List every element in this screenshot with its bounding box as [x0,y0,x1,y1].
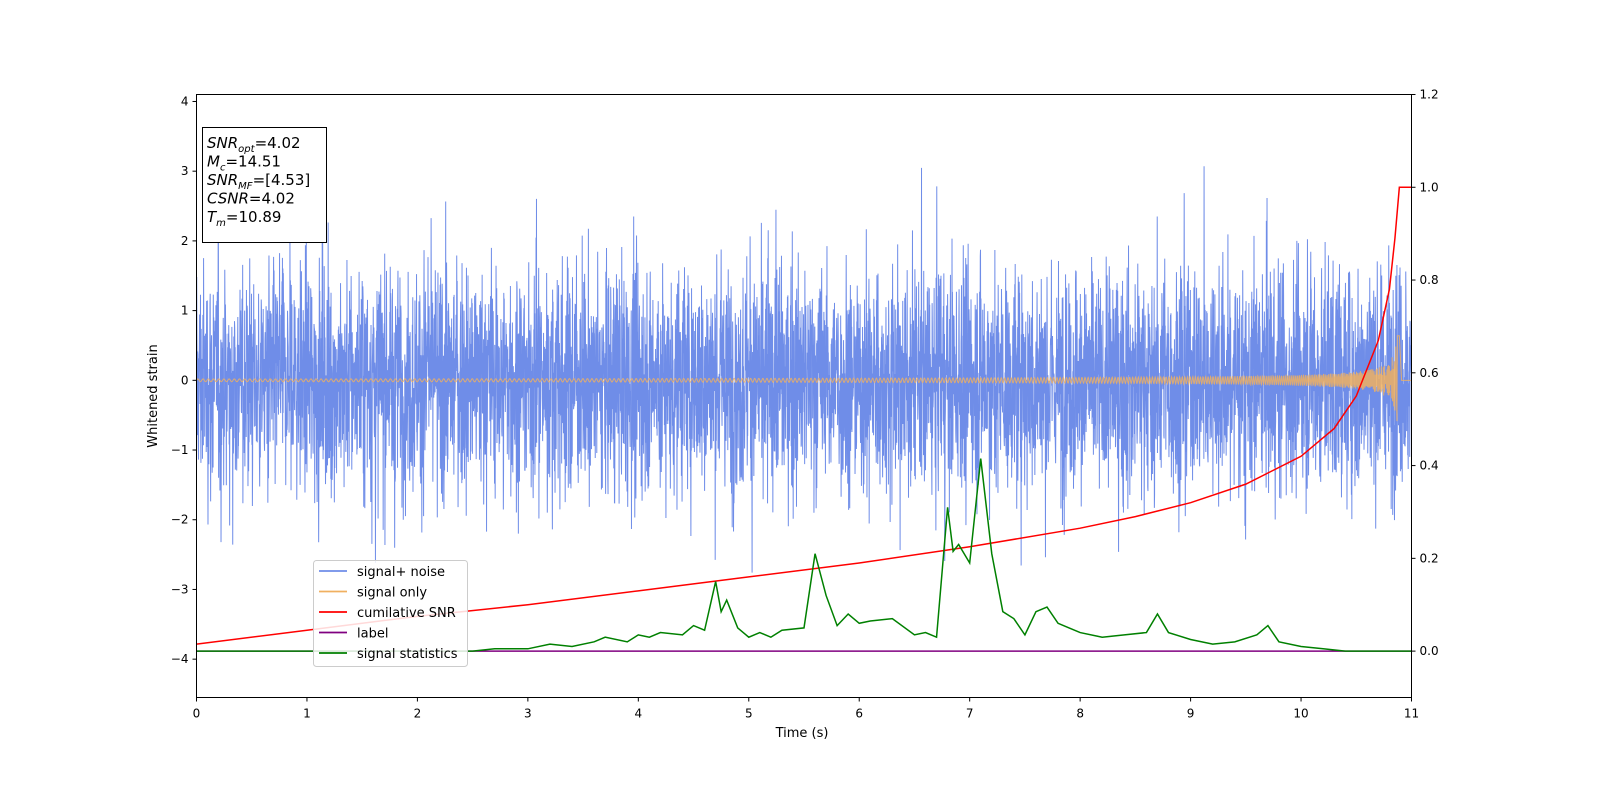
x-axis-label: Time (s) [775,726,829,741]
legend-label: label [357,627,388,642]
y-tick-label: 0 [181,373,189,387]
y-tick-label: −2 [171,513,189,527]
y-tick-label: 1 [181,304,189,318]
annotation-value: =10.89 [226,208,282,226]
annotation-line: SNRMF=[4.53] [207,171,310,192]
x-tick-label: 8 [1076,707,1084,721]
y2-tick-label: 0.2 [1420,551,1439,565]
annotation-subscript: opt [238,144,255,155]
series-signal-only-line [196,335,1412,422]
series-signal-noise-line [196,166,1412,573]
annotation-value: =14.51 [225,153,281,171]
y-tick-label: 4 [181,94,189,108]
annotation-variable: M [207,153,220,171]
annotation-variable: SNR [207,171,238,189]
legend-label: signal statistics [357,647,458,662]
annotation-variable: SNR [207,134,238,152]
y-tick-label: −1 [171,443,189,457]
annotation-variable: CSNR [207,190,249,208]
annotation-frame [202,127,327,243]
x-tick-label: 11 [1404,707,1419,721]
y-tick-label: 3 [181,164,189,178]
legend-frame [313,560,468,667]
x-tick-label: 1 [303,707,311,721]
annotation-line: Mc=14.51 [207,153,281,174]
x-tick-label: 10 [1293,707,1308,721]
y2-tick-label: 0.8 [1420,273,1439,287]
y-tick-label: −4 [171,652,189,666]
legend-label: signal+ noise [357,565,445,580]
annotation-value: =4.02 [255,134,301,152]
x-tick-label: 3 [524,707,532,721]
y2-tick-label: 0.0 [1420,644,1439,658]
series-signal-statistics-line [196,458,1412,652]
y2-tick-label: 1.2 [1420,88,1439,102]
annotation-line: CSNR=4.02 [207,190,295,208]
x-tick-label: 4 [634,707,642,721]
annotation-line: Tm=10.89 [207,208,281,229]
x-tick-label: 9 [1187,707,1195,721]
annotation-value: =[4.53] [253,171,311,189]
annotation-value: =4.02 [249,190,295,208]
y-tick-label: 2 [181,234,189,248]
legend-label: cumilative SNR [357,606,456,621]
legend: signal+ noise signal only cumilative SNR la… [313,560,468,667]
x-tick-label: 5 [745,707,753,721]
annotation-box: SNRopt=4.02Mc=14.51SNRMF=[4.53]CSNR=4.02… [202,127,327,243]
annotation-line: SNRopt=4.02 [207,134,301,155]
y2-tick-label: 0.6 [1420,366,1439,380]
annotation-subscript: c [220,163,226,174]
annotation-variable: T [207,208,218,226]
annotation-subscript: MF [238,181,253,192]
y2-tick-label: 0.4 [1420,459,1439,473]
annotation-subscript: m [216,218,226,229]
x-tick-label: 6 [855,707,863,721]
x-tick-label: 2 [414,707,422,721]
y2-tick-label: 1.0 [1420,180,1439,194]
axes: 0 1 2 3 4 5 6 7 8 9 10 11 −4 −3 −2 −1 0 1 2 3 4 0.0 0.2 0.4 0.6 0… [171,88,1439,721]
plot-frame [196,94,1412,698]
x-tick-label: 0 [193,707,201,721]
legend-label: signal only [357,586,427,601]
y-axis-label: Whitened strain [146,344,161,447]
series-cumulative-snr-line [196,186,1412,645]
x-tick-label: 7 [966,707,974,721]
y-tick-label: −3 [171,582,189,596]
